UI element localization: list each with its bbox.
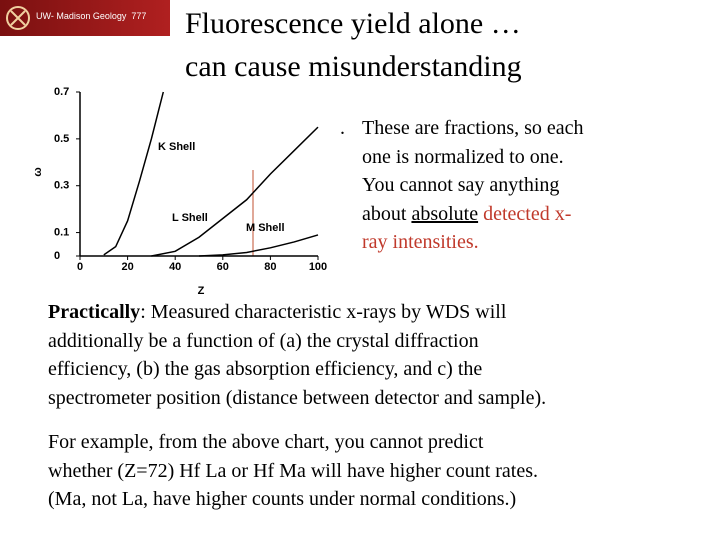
bullet-marker: .: [340, 117, 345, 139]
paragraph: Practically: Measured characteristic x-r…: [48, 298, 546, 412]
line: [198, 234, 319, 257]
text-line: one is normalized to one.: [362, 143, 584, 172]
y-tick-label: 0.5: [54, 133, 69, 145]
logo: UW- Madison Geology 777: [0, 0, 170, 36]
line: [103, 91, 165, 256]
x-tick-label: 60: [217, 261, 229, 273]
y-tick-label: 0.3: [54, 180, 69, 192]
text-line: about absolute detected x-: [362, 200, 584, 229]
title: Fluorescence yield alone … can cause misu…: [185, 2, 522, 88]
x-tick-label: 40: [169, 261, 181, 273]
text-segment: detected x-: [478, 202, 572, 225]
text-segment: one is normalized to one.: [362, 145, 564, 168]
x-tick-label: 20: [121, 261, 133, 273]
text-segment: You cannot say anything: [362, 174, 560, 197]
text-line: spectrometer position (distance between …: [48, 384, 546, 413]
text-line: You cannot say anything: [362, 171, 584, 200]
logo-text: UW- Madison Geology 777: [36, 11, 147, 21]
text-line: whether (Z=72) Hf La or Hf Ma will have …: [48, 459, 538, 482]
bullet: . These are fractions, so each one is norm…: [340, 114, 584, 257]
text-line: ray intensities.: [362, 228, 584, 257]
text-segment: about: [362, 202, 412, 225]
y-tick-label: 0.7: [54, 86, 69, 98]
text-segment: : Measured characteristic x-rays by WDS …: [140, 301, 507, 323]
text-segment: These are fractions, so each: [362, 117, 584, 139]
text-segment: efficiency, (b) the gas absorption effic…: [48, 358, 483, 380]
text-segment: spectrometer position (distance between …: [48, 386, 547, 409]
text-line: (Ma, not La, have higher counts under no…: [48, 488, 517, 510]
text-line: additionally be a function of (a) the cr…: [48, 327, 546, 356]
text-line: These are fractions, so each: [362, 114, 584, 143]
title-line: Fluorescence yield alone …: [185, 7, 521, 40]
text-line: Practically: Measured characteristic x-r…: [48, 298, 546, 327]
logo-icon: [6, 6, 30, 30]
y-tick-label: 0: [54, 250, 60, 262]
paragraph: For example, from the above chart, you c…: [48, 428, 538, 514]
text-line: efficiency, (b) the gas absorption effic…: [48, 355, 546, 384]
text-segment: absolute: [411, 202, 479, 225]
x-tick-label: 80: [264, 261, 276, 273]
x-axis-label: Z: [198, 285, 205, 297]
text-segment: additionally be a function of (a) the cr…: [48, 329, 479, 352]
text-segment: ray intensities.: [362, 231, 479, 254]
legend-label: M Shell: [246, 222, 285, 234]
title-line: can cause misunderstanding: [185, 50, 522, 83]
chart: 0 0.1 0.3 0.5 0.7 0 20 40 60 80 100 Zω K Shell L Shel…: [32, 86, 327, 297]
bold-term: Practically: [48, 301, 141, 323]
bullet-text: These are fractions, so each one is norma…: [362, 114, 584, 257]
x-tick-label: 0: [77, 261, 83, 273]
text-line: For example, from the above chart, you c…: [48, 431, 484, 453]
legend-label: L Shell: [172, 212, 208, 224]
y-tick-label: 0.1: [54, 226, 69, 238]
x-tick-label: 100: [309, 261, 327, 273]
y-axis-label: ω: [32, 167, 44, 176]
line: [151, 126, 319, 257]
legend-label: K Shell: [158, 141, 195, 153]
